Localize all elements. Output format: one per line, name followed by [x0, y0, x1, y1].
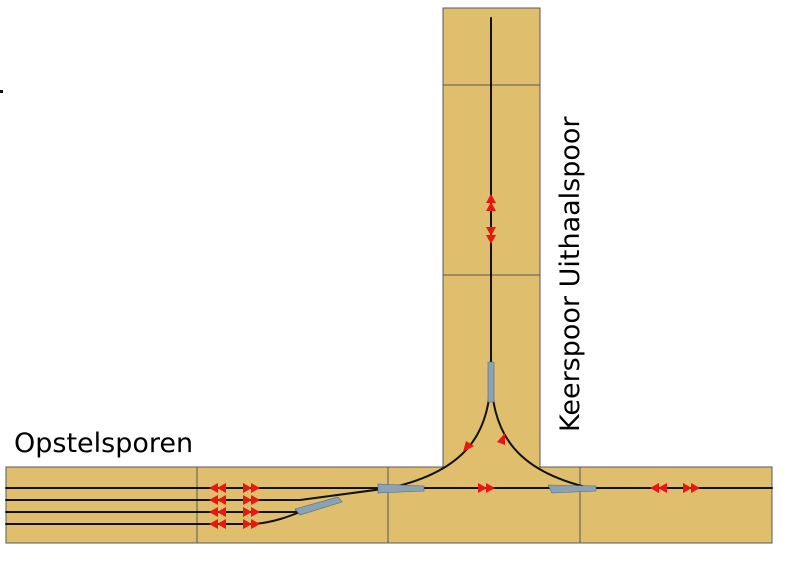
arrow-right — [243, 507, 252, 517]
arrow-left — [217, 483, 226, 493]
switch-marker — [294, 496, 343, 516]
junction-patch — [444, 462, 539, 472]
arrow-left — [217, 495, 226, 505]
arrow-right — [486, 483, 495, 493]
arrow-curve-left — [463, 441, 474, 452]
arrow-right — [251, 483, 260, 493]
arrow-left — [209, 519, 218, 529]
arrow-left — [217, 519, 226, 529]
switch-marker — [487, 361, 495, 403]
arrow-up — [486, 194, 496, 203]
arrow-right — [243, 495, 252, 505]
arrow-up — [486, 202, 496, 211]
arrow-right — [478, 483, 487, 493]
arrow-down — [486, 227, 496, 236]
arrow-right — [251, 519, 260, 529]
arrow-right — [243, 483, 252, 493]
arrow-left — [209, 495, 218, 505]
arrow-left — [209, 507, 218, 517]
label-opstelsporen: Opstelsporen — [14, 428, 193, 459]
switches — [294, 361, 597, 516]
arrow-left — [209, 483, 218, 493]
track-siding-2 — [5, 487, 391, 501]
arrow-right — [683, 483, 692, 493]
label-keerspoor-uithaalspoor: Keerspoor Uithaalspoor — [555, 116, 586, 432]
switch-marker — [377, 483, 425, 494]
arrow-right — [251, 495, 260, 505]
edge-mark — [0, 90, 3, 93]
arrow-down — [486, 235, 496, 244]
switch-marker — [547, 484, 597, 494]
direction-arrows — [209, 194, 700, 529]
arrow-right — [251, 507, 260, 517]
arrow-left — [650, 483, 659, 493]
arrow-curve-right — [497, 433, 505, 445]
horizontal-board — [5, 466, 773, 544]
arrow-left — [217, 507, 226, 517]
arrow-left — [658, 483, 667, 493]
arrow-right — [691, 483, 700, 493]
baseboards — [5, 7, 773, 544]
arrow-right — [243, 519, 252, 529]
